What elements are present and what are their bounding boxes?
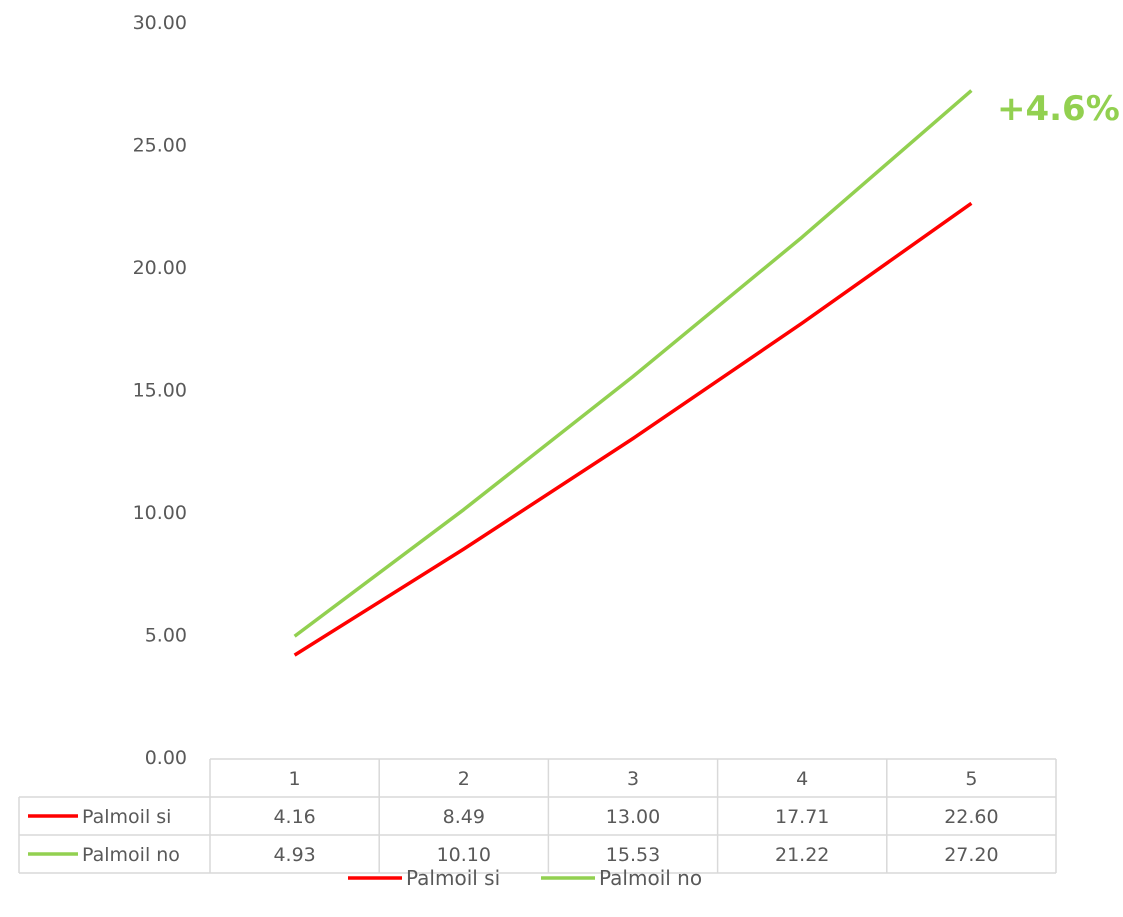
table-value: 4.93 <box>273 844 315 866</box>
x-category-label: 3 <box>627 768 639 790</box>
annotation-label: +4.6% <box>997 89 1120 129</box>
table-value: 10.10 <box>437 844 491 866</box>
table-value: 13.00 <box>606 806 660 828</box>
y-tick-label: 0.00 <box>145 747 187 769</box>
y-tick-label: 20.00 <box>133 257 187 279</box>
table-value: 15.53 <box>606 844 660 866</box>
legend-label: Palmoil no <box>599 866 702 890</box>
table-value: 21.22 <box>775 844 829 866</box>
table-value: 4.16 <box>273 806 315 828</box>
y-tick-label: 10.00 <box>133 502 187 524</box>
y-axis-ticks: 0.00 5.00 10.00 15.00 20.00 25.00 30.00 <box>133 12 187 769</box>
x-category-label: 4 <box>796 768 808 790</box>
table-series-name: Palmoil no <box>82 844 180 866</box>
table-value: 8.49 <box>443 806 485 828</box>
y-tick-label: 5.00 <box>145 625 187 647</box>
plot-area <box>293 89 973 657</box>
legend: Palmoil si Palmoil no <box>348 866 702 890</box>
table-value: 22.60 <box>944 806 998 828</box>
y-tick-label: 15.00 <box>133 380 187 402</box>
x-category-label: 2 <box>458 768 470 790</box>
table-value: 27.20 <box>944 844 998 866</box>
table-series-name: Palmoil si <box>82 806 171 828</box>
series-line <box>293 89 973 638</box>
series-line <box>293 201 973 657</box>
y-tick-label: 30.00 <box>133 12 187 34</box>
y-tick-label: 25.00 <box>133 135 187 157</box>
legend-label: Palmoil si <box>406 866 500 890</box>
x-category-label: 1 <box>289 768 301 790</box>
data-table: 1 2 3 4 5 Palmoil si 4.16 8.49 13.00 17.71 22.60 Pa… <box>18 758 1057 874</box>
table-value: 17.71 <box>775 806 829 828</box>
x-category-label: 5 <box>965 768 977 790</box>
